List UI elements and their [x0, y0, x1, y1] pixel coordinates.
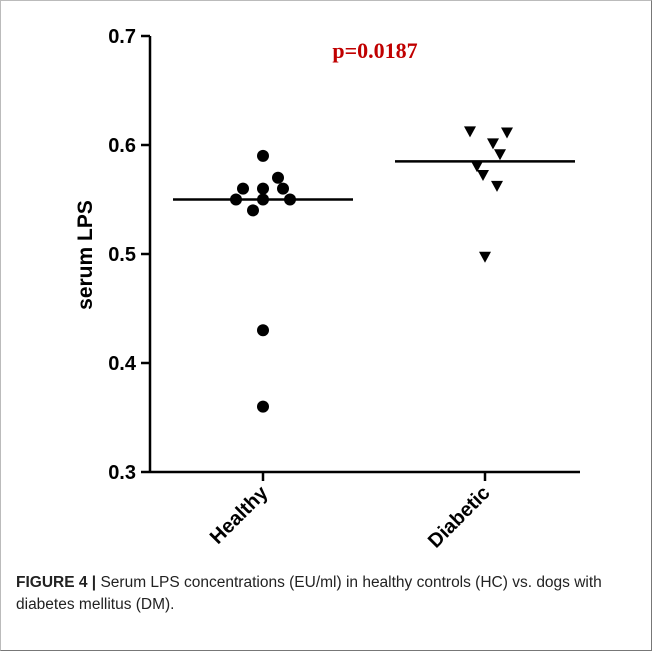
data-point-diabetic — [477, 170, 489, 182]
y-tick-label: 0.4 — [108, 353, 137, 375]
data-point-healthy — [257, 182, 269, 195]
data-point-diabetic — [464, 126, 476, 138]
caption-label: FIGURE 4 | — [16, 574, 97, 591]
y-ticks: 0.3 0.4 0.5 0.6 0.7 — [108, 26, 150, 484]
y-tick-label: 0.7 — [108, 26, 136, 48]
data-point-diabetic — [479, 251, 491, 263]
data-point-diabetic — [494, 149, 506, 161]
data-points — [230, 126, 513, 413]
data-point-healthy — [237, 182, 249, 195]
y-tick-label: 0.5 — [108, 244, 136, 266]
x-tick-label: Diabetic — [424, 482, 495, 553]
data-point-diabetic — [501, 127, 513, 139]
x-ticks: Healthy Diabetic — [206, 472, 495, 553]
axes — [148, 36, 580, 474]
data-point-healthy — [247, 204, 259, 217]
x-tick-label: Healthy — [206, 481, 273, 548]
caption-text: Serum LPS concentrations (EU/ml) in heal… — [16, 574, 602, 613]
data-point-diabetic — [487, 138, 499, 150]
scatter-chart: 0.3 0.4 0.5 0.6 0.7 Healthy Diabetic serum LP… — [74, 26, 580, 553]
data-point-diabetic — [491, 180, 503, 192]
data-point-healthy — [272, 171, 284, 184]
data-point-diabetic — [471, 161, 483, 173]
y-tick-label: 0.3 — [108, 462, 136, 484]
figure-caption: FIGURE 4 | Serum LPS concentrations (EU/… — [16, 572, 636, 616]
y-tick-label: 0.6 — [108, 135, 136, 157]
data-point-healthy — [257, 400, 269, 413]
y-axis-label: serum LPS — [74, 200, 97, 310]
p-value-annotation: p=0.0187 — [332, 38, 417, 63]
data-point-healthy — [257, 324, 269, 337]
data-point-healthy — [277, 182, 289, 195]
mean-lines — [173, 160, 575, 201]
data-point-healthy — [257, 149, 269, 162]
